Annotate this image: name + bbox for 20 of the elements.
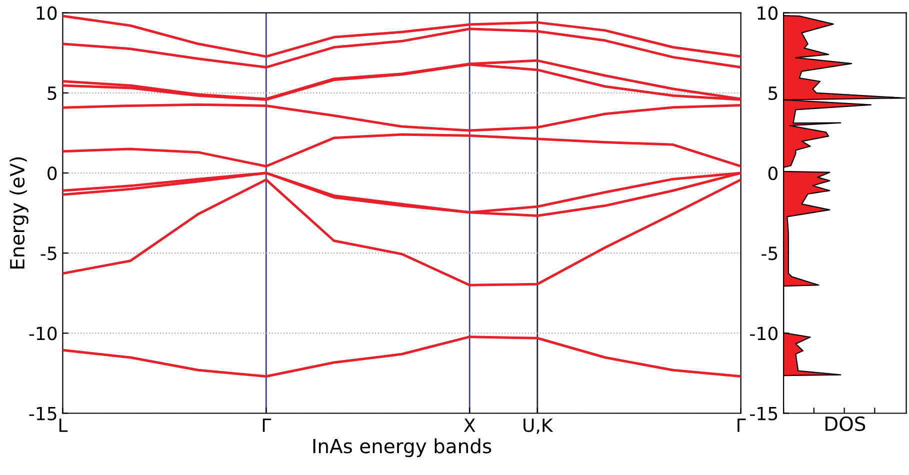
y-axis-title: Energy (eV) xyxy=(10,157,28,268)
y-tick-label: -5 xyxy=(762,246,778,260)
y-tick-label: -10 xyxy=(29,326,57,340)
x-tick-label: L xyxy=(59,418,68,432)
y-tick-label: 5 xyxy=(768,86,778,100)
y-tick-label: -10 xyxy=(750,326,778,340)
y-tick-label: 0 xyxy=(768,166,778,180)
y-tick-label: 5 xyxy=(48,86,56,100)
x-tick-label: U,K xyxy=(524,418,554,434)
y-tick-label: -15 xyxy=(750,406,778,420)
y-tick-label: -15 xyxy=(29,406,56,420)
y-tick-label: 0 xyxy=(48,166,57,180)
x-axis-title: DOS xyxy=(826,416,866,432)
y-tick-label: 10 xyxy=(758,6,778,20)
x-tick-label: Γ xyxy=(738,418,746,432)
x-tick-label: X xyxy=(464,418,476,432)
y-tick-label: 10 xyxy=(36,6,57,20)
x-axis-title: InAs energy bands xyxy=(313,438,492,458)
y-tick-label: -5 xyxy=(40,246,56,260)
x-tick-label: Γ xyxy=(262,418,272,432)
